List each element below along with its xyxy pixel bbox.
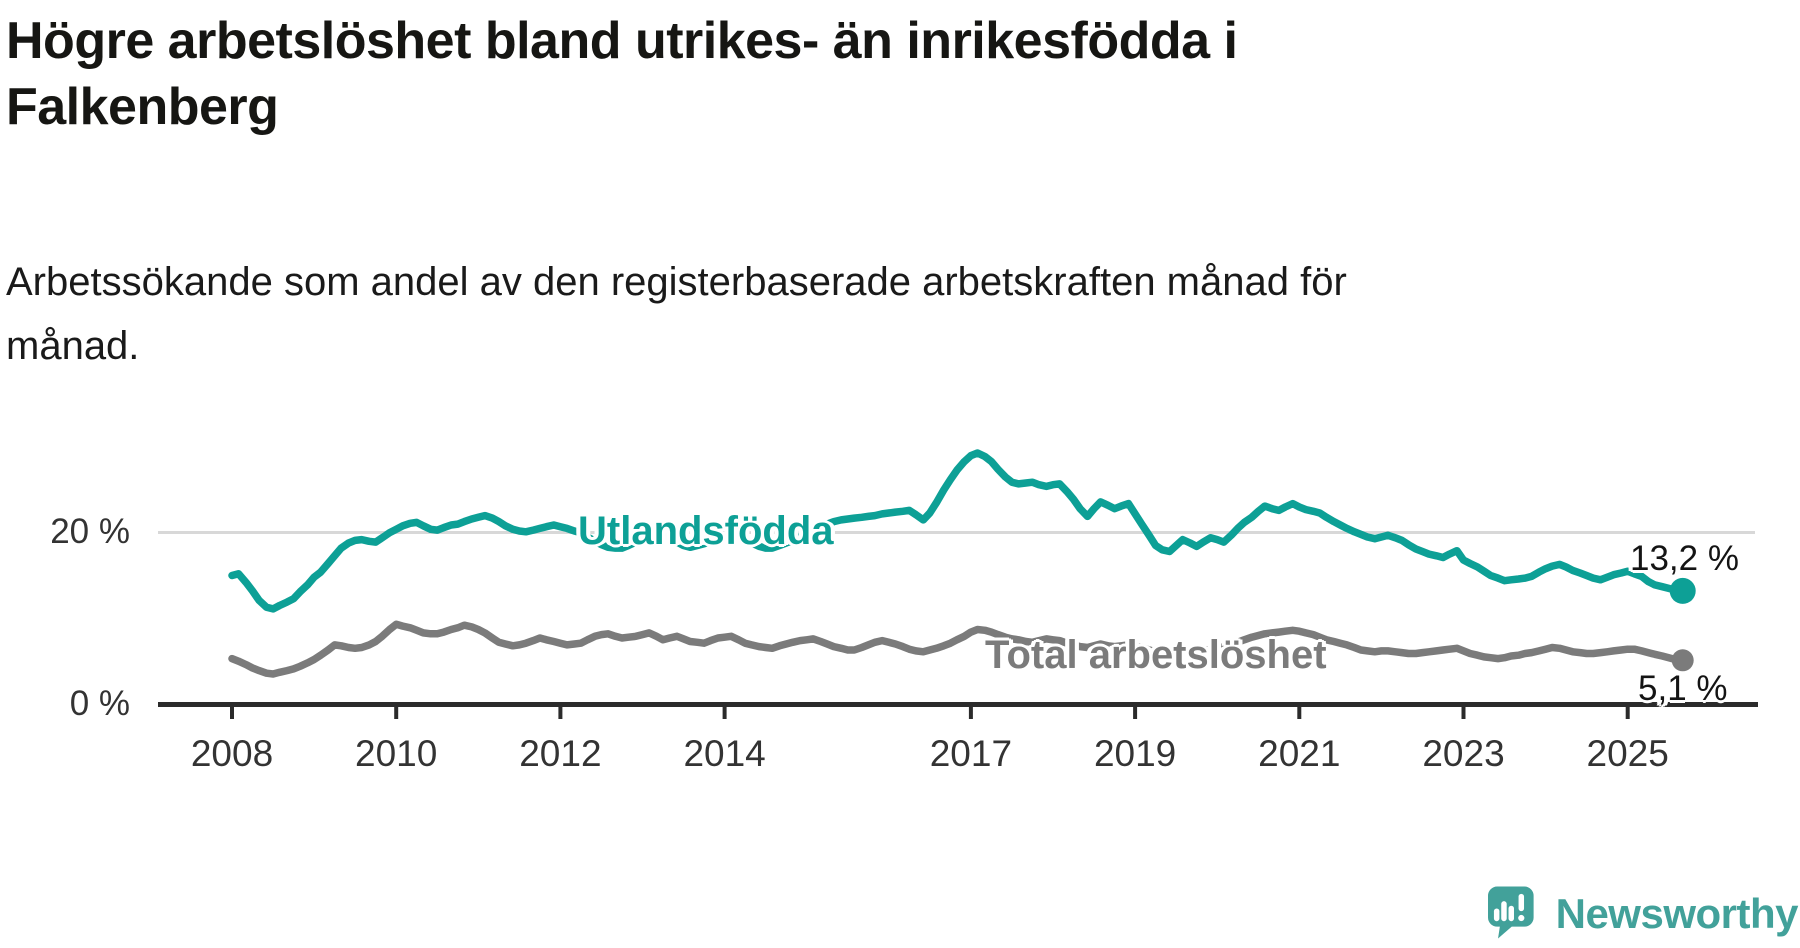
y-axis-label-0: 0 % [69, 684, 130, 723]
x-axis-tick-label: 2017 [929, 733, 1013, 774]
series-lines [228, 449, 1687, 678]
x-axis-tick-label: 2025 [1586, 733, 1669, 774]
x-axis-tick-marks [230, 706, 1630, 719]
bar-1 [1493, 908, 1500, 922]
x-axis-tick-label: 2008 [190, 733, 274, 774]
series-label-utlandsfodda: Utlandsfödda [578, 509, 834, 553]
title-line-1: Högre arbetslöshet bland utrikes- än inr… [6, 12, 1238, 70]
subtitle-line-2: månad. [6, 324, 140, 368]
x-axis-tick-label: 2014 [683, 733, 766, 774]
bar-3 [1508, 905, 1514, 922]
x-axis-tick-label: 2021 [1258, 733, 1341, 774]
end-value-label-utlandsfodda: 13,2 % [1630, 539, 1739, 578]
title-line-2: Falkenberg [6, 78, 279, 136]
newsworthy-logo-text: Newsworthy [1555, 890, 1799, 937]
end-dot-total-arbetsloshet [1671, 649, 1694, 672]
series-line-utlandsfodda [228, 449, 1687, 613]
y-axis-label-20: 20 % [50, 512, 130, 551]
series-end-dots [1669, 577, 1696, 672]
subtitle-line-1: Arbetssökande som andel av den registerb… [6, 260, 1347, 304]
newsworthy-logo[interactable]: Newsworthy [1488, 884, 1799, 944]
x-axis-tick-label: 2012 [519, 733, 602, 774]
series-line-total-arbetsloshet [228, 620, 1687, 678]
newsworthy-logo-icon [1488, 886, 1534, 939]
x-axis-tick-label: 2010 [355, 733, 438, 774]
page-title: Högre arbetslöshet bland utrikes- än inr… [6, 8, 1506, 140]
x-axis-tick-label: 2023 [1422, 733, 1505, 774]
end-dot-utlandsfodda [1669, 577, 1696, 604]
bar-2 [1501, 901, 1507, 922]
exclamation-dot [1518, 914, 1525, 922]
end-value-label-total: 5,1 % [1638, 669, 1728, 708]
x-axis-tick-label: 2019 [1093, 733, 1177, 774]
series-label-total-arbetsloshet: Total arbetslöshet [985, 633, 1327, 677]
exclamation-bar [1518, 893, 1525, 912]
chart-subtitle: Arbetssökande som andel av den registerb… [6, 250, 1506, 378]
